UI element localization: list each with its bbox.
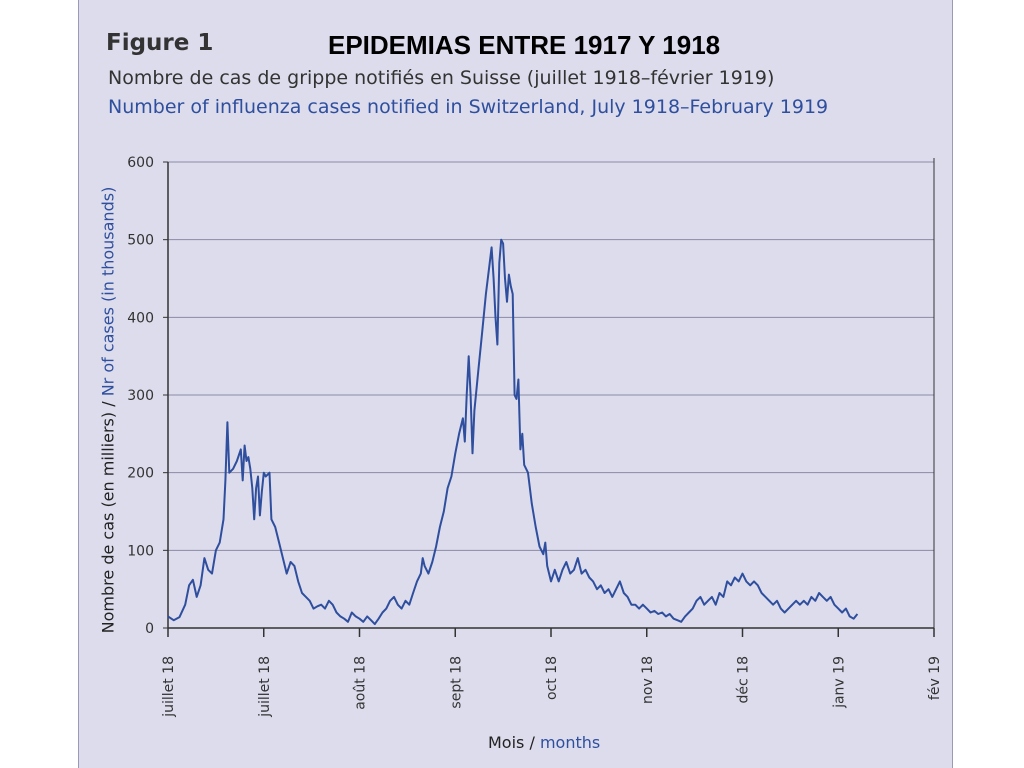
figure-panel — [78, 0, 953, 768]
y-tick-label: 400 — [127, 310, 154, 326]
figure-label: Figure 1 — [106, 30, 214, 56]
subtitle-english: Number of influenza cases notified in Sw… — [108, 96, 829, 118]
x-tick-label: juillet 18 — [257, 656, 273, 718]
x-tick-label: fév 19 — [927, 656, 943, 700]
series-line — [167, 238, 859, 626]
x-tick-label: sept 18 — [448, 656, 464, 709]
x-tick-label: oct 18 — [544, 656, 560, 700]
y-tick-label: 500 — [127, 233, 154, 249]
x-tick-label: déc 18 — [736, 656, 752, 703]
y-tick-label: 0 — [145, 621, 154, 637]
y-tick-label: 100 — [127, 543, 154, 559]
x-axis-label-english: months — [539, 733, 601, 752]
y-tick-label: 300 — [127, 388, 154, 404]
subtitle-french: Nombre de cas de grippe notifiés en Suis… — [108, 67, 775, 89]
x-axis-label: Mois / months — [488, 733, 600, 752]
x-tick-label: nov 18 — [640, 656, 656, 704]
y-tick-label: 600 — [127, 155, 154, 171]
x-tick-label: juillet 18 — [161, 656, 177, 718]
x-tick-label: août 18 — [353, 656, 369, 710]
x-tick-label: janv 19 — [831, 656, 847, 709]
y-tick-label: 200 — [127, 466, 154, 482]
x-axis-label-french: Mois / — [488, 733, 540, 752]
overlay-title: EPIDEMIAS ENTRE 1917 Y 1918 — [328, 30, 721, 60]
